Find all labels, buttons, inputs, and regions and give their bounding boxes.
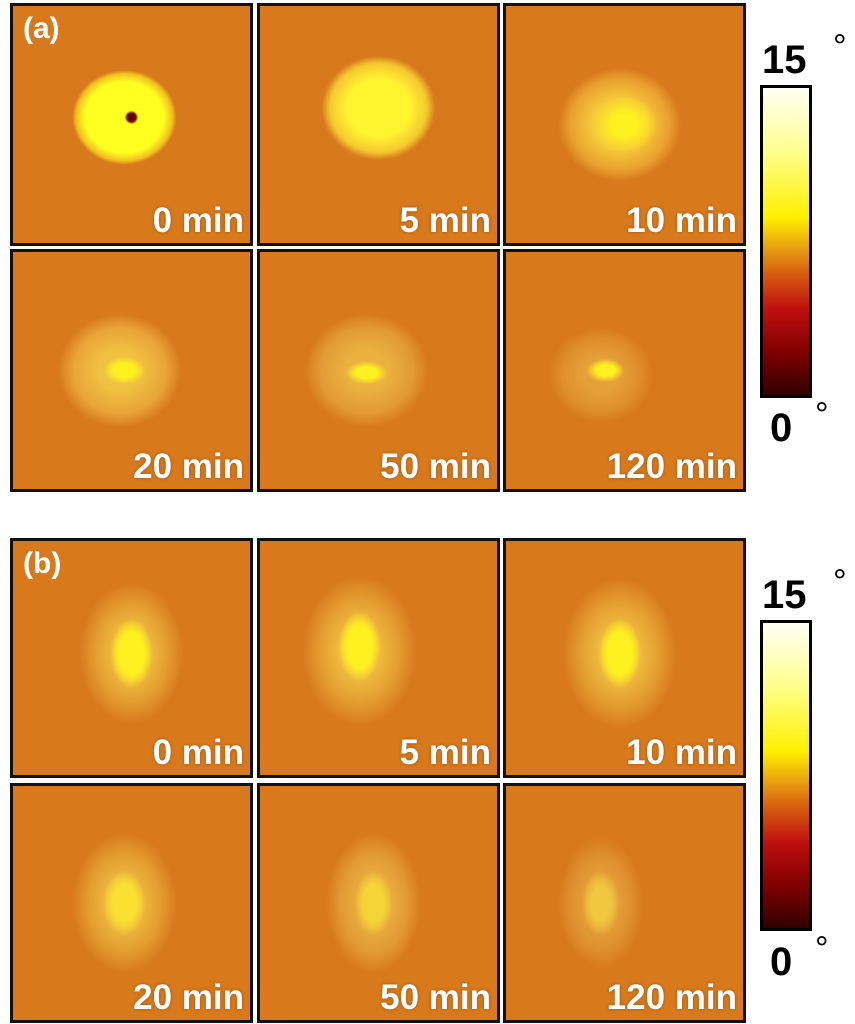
time-label: 5 min	[399, 733, 491, 772]
time-label: 10 min	[626, 201, 737, 240]
time-label: 0 min	[152, 733, 244, 772]
time-label: 50 min	[380, 978, 491, 1017]
image: (b) 0 min	[10, 538, 253, 778]
image: 120 min	[503, 249, 746, 492]
time-label: 20 min	[133, 447, 244, 486]
colorbar-unit: °	[815, 930, 829, 968]
image: 10 min	[503, 3, 746, 246]
time-label: 10 min	[626, 733, 737, 772]
image: 50 min	[257, 249, 500, 492]
image: 20 min	[10, 783, 253, 1023]
time-label: 50 min	[380, 447, 491, 486]
colorbar	[760, 620, 812, 931]
colorbar-max: 15	[762, 38, 807, 82]
colorbar-min: 0	[770, 406, 793, 450]
image: 5 min	[257, 538, 500, 778]
colorbar-unit: °	[833, 563, 847, 601]
time-label: 0 min	[152, 201, 244, 240]
time-label: 120 min	[606, 447, 737, 486]
image: 10 min	[503, 538, 746, 778]
panel-label: (b)	[23, 547, 62, 580]
time-label: 120 min	[606, 978, 737, 1017]
colorbar	[760, 85, 812, 398]
colorbar-unit: °	[833, 28, 847, 66]
image: 5 min	[257, 3, 500, 246]
time-label: 5 min	[399, 201, 491, 240]
colorbar-unit: °	[815, 396, 829, 434]
image: 20 min	[10, 249, 253, 492]
image: (a) 0 min	[10, 3, 253, 246]
colorbar-max: 15	[762, 573, 807, 617]
panel-label: (a)	[23, 12, 60, 45]
image: 120 min	[503, 783, 746, 1023]
image: 50 min	[257, 783, 500, 1023]
colorbar-min: 0	[770, 940, 793, 984]
time-label: 20 min	[133, 978, 244, 1017]
